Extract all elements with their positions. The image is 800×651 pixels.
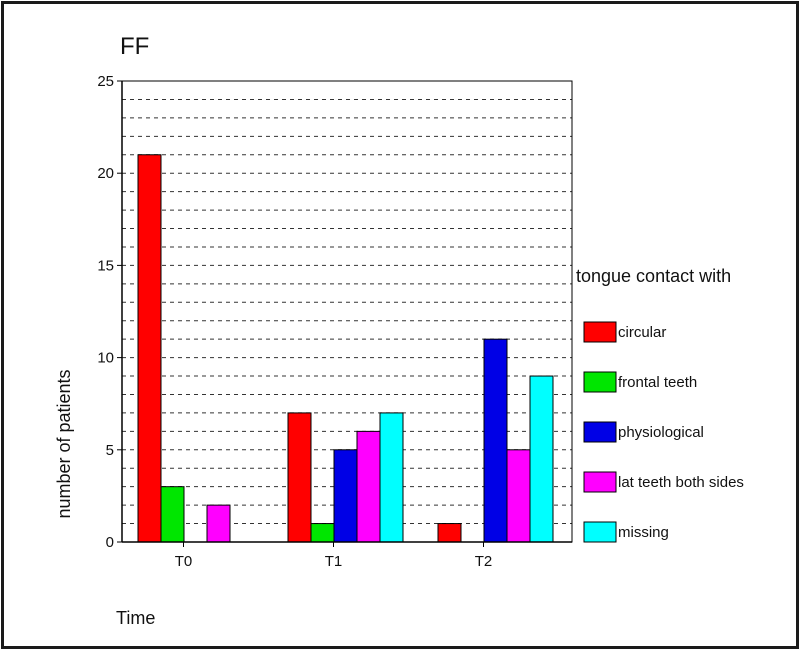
bar-T1-lat-teeth-both-sides — [356, 430, 381, 543]
y-tick-label: 10 — [97, 350, 114, 367]
x-tick-label: T2 — [475, 553, 493, 570]
chart-title: FF — [120, 33, 149, 60]
y-tick-label: 25 — [97, 73, 114, 90]
legend-swatch-lat-teeth-both-sides — [583, 471, 617, 493]
legend-swatch-frontal-teeth — [583, 371, 617, 393]
legend-label: missing — [618, 524, 669, 541]
bar-T1-frontal-teeth — [310, 523, 335, 543]
x-axis-label: Time — [116, 608, 155, 628]
bar-T0-frontal-teeth — [160, 486, 185, 543]
bar-T1-physiological — [333, 449, 358, 543]
legend-swatch-physiological — [583, 421, 617, 443]
x-tick-label: T0 — [175, 553, 193, 570]
bar-T0-circular — [137, 154, 162, 543]
axes — [117, 80, 573, 547]
bars — [137, 154, 554, 543]
bar-T2-missing — [529, 375, 554, 543]
y-tick-label: 15 — [97, 257, 114, 274]
legend: tongue contact with circular frontal teet… — [576, 266, 744, 543]
legend-swatch-circular — [583, 321, 617, 343]
x-tick-label: T1 — [325, 553, 343, 570]
legend-title: tongue contact with — [576, 266, 731, 286]
legend-label: physiological — [618, 424, 704, 441]
bar-T2-circular — [437, 523, 462, 543]
legend-label: frontal teeth — [618, 374, 697, 391]
bar-T1-missing — [379, 412, 404, 543]
legend-label: lat teeth both sides — [618, 474, 744, 491]
bar-T2-lat-teeth-both-sides — [506, 449, 531, 543]
bar-T0-lat-teeth-both-sides — [206, 504, 231, 543]
bar-T2-physiological — [483, 338, 508, 543]
y-tick-labels: 0 5 10 15 20 25 — [97, 73, 114, 551]
y-tick-label: 5 — [106, 442, 114, 459]
x-tick-labels: T0 T1 T2 — [175, 553, 493, 570]
legend-swatch-missing — [583, 521, 617, 543]
bar-T1-circular — [287, 412, 312, 543]
y-tick-label: 0 — [106, 534, 114, 551]
legend-label: circular — [618, 324, 666, 341]
bar-chart: FF 0 5 10 15 20 25 T0 T1 T2 Time number of pati… — [54, 33, 744, 628]
y-tick-label: 20 — [97, 165, 114, 182]
y-axis-label: number of patients — [54, 369, 74, 518]
